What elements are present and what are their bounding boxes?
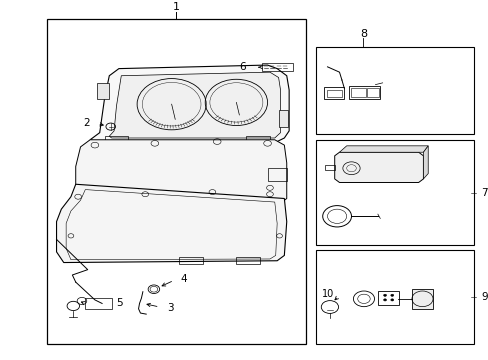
Polygon shape [76,140,286,204]
Text: 5: 5 [116,298,123,309]
Text: 9: 9 [480,292,487,302]
Polygon shape [278,109,287,127]
Polygon shape [423,146,427,179]
Text: 3: 3 [166,303,173,313]
Polygon shape [57,184,286,262]
Polygon shape [334,152,423,183]
Text: 8: 8 [359,29,366,39]
Circle shape [390,294,393,296]
Circle shape [383,294,386,296]
Circle shape [390,299,393,301]
Polygon shape [90,65,288,141]
Text: 4: 4 [180,274,186,284]
Text: 1: 1 [173,3,180,12]
Polygon shape [339,146,427,152]
Text: 2: 2 [83,118,90,128]
Polygon shape [411,289,432,309]
Polygon shape [97,83,109,99]
Text: 6: 6 [239,62,245,72]
Text: 7: 7 [480,188,487,198]
Polygon shape [109,72,280,138]
Circle shape [383,299,386,301]
Text: 10: 10 [321,289,333,299]
